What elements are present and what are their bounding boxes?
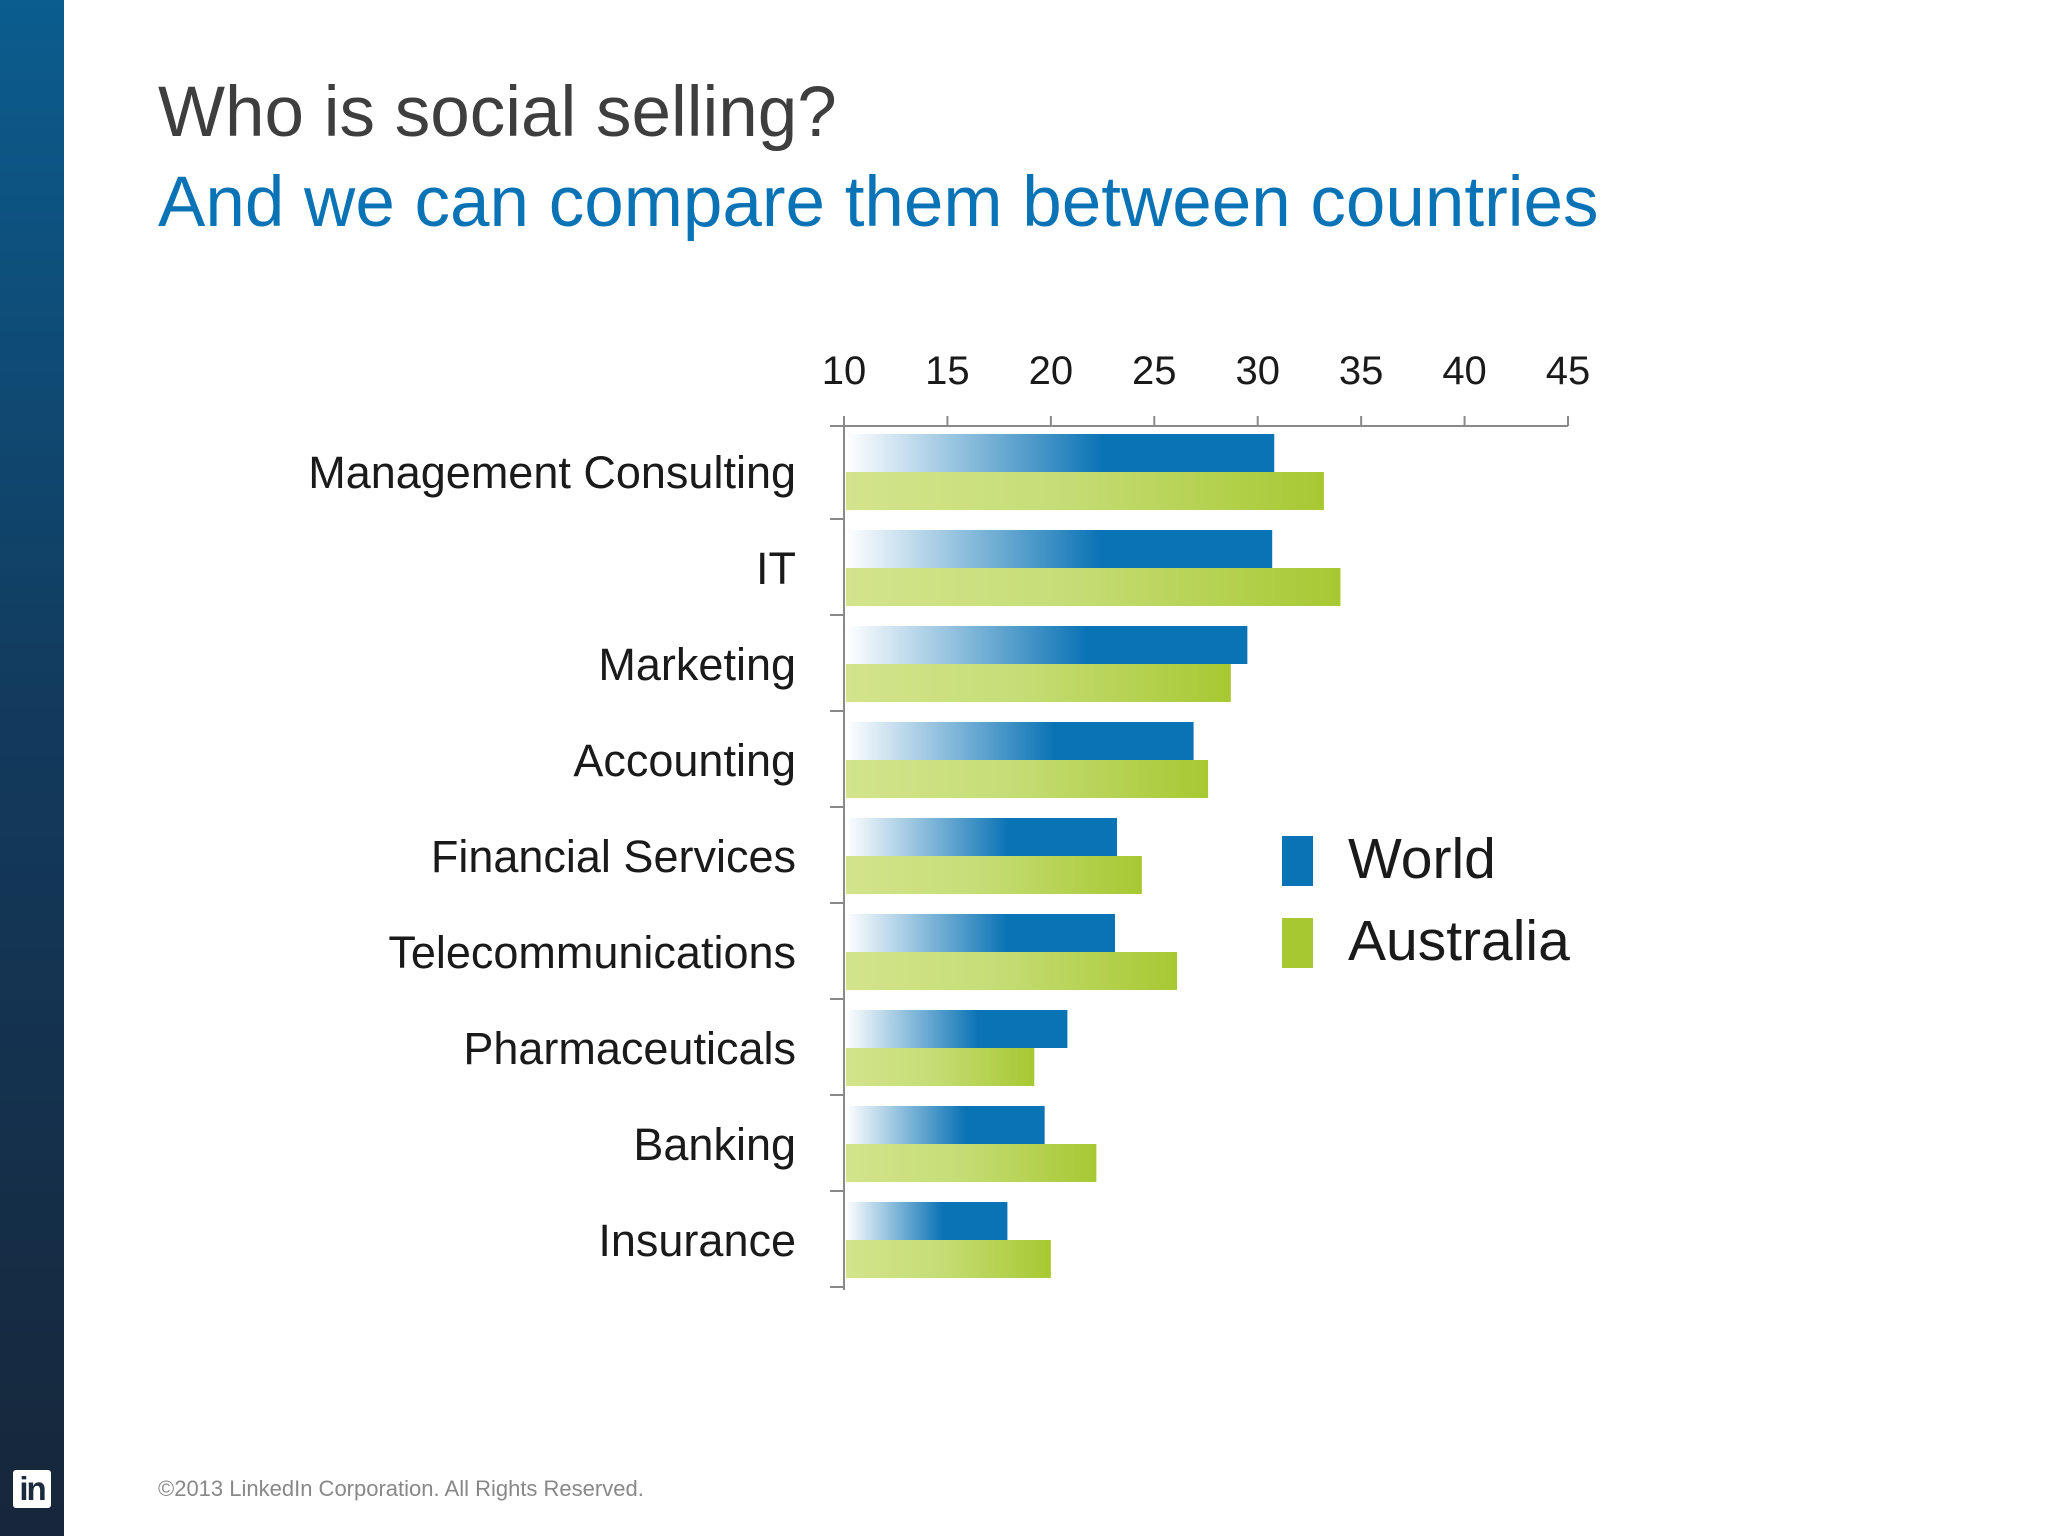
category-label: IT [756, 543, 796, 594]
slide-title: Who is social selling? [158, 73, 837, 152]
x-tick-label: 35 [1339, 349, 1384, 393]
bar-world-pharmaceuticals [846, 1010, 1068, 1048]
x-tick-label: 30 [1235, 349, 1280, 393]
side-accent-bar: in [0, 0, 64, 1536]
bar-australia-it [846, 568, 1341, 606]
legend-swatch-australia [1282, 918, 1313, 968]
legend-label-world: World [1348, 827, 1496, 891]
x-tick-label: 15 [925, 349, 970, 393]
bar-australia-financial-services [846, 856, 1142, 894]
bar-world-marketing [846, 626, 1248, 664]
category-label: Banking [633, 1119, 796, 1170]
bar-world-accounting [846, 722, 1194, 760]
x-tick-label: 45 [1546, 349, 1591, 393]
category-label: Financial Services [431, 831, 796, 882]
bar-world-it [846, 530, 1273, 568]
x-tick-label: 10 [822, 349, 867, 393]
bar-australia-pharmaceuticals [846, 1048, 1035, 1086]
bar-australia-management-consulting [846, 472, 1324, 510]
x-axis: 10 15 20 25 30 35 40 45 [822, 349, 1591, 1290]
category-label: Telecommunications [388, 927, 796, 978]
category-label: Management Consulting [308, 447, 796, 498]
category-label: Pharmaceuticals [463, 1023, 796, 1074]
bar-world-insurance [846, 1202, 1008, 1240]
category-label: Accounting [573, 735, 796, 786]
linkedin-logo: in [13, 1470, 51, 1508]
bar-world-banking [846, 1106, 1045, 1144]
category-label: Insurance [598, 1215, 796, 1266]
legend-swatch-world [1282, 836, 1313, 886]
x-tick-label: 20 [1029, 349, 1074, 393]
category-label: Marketing [598, 639, 796, 690]
bars [846, 434, 1341, 1278]
bar-world-telecommunications [846, 914, 1115, 952]
legend-label-australia: Australia [1348, 909, 1570, 973]
bar-australia-accounting [846, 760, 1209, 798]
bar-world-financial-services [846, 818, 1118, 856]
category-labels: Management Consulting IT Marketing Accounti… [308, 447, 796, 1266]
x-tick-label: 25 [1132, 349, 1177, 393]
bar-australia-telecommunications [846, 952, 1178, 990]
copyright-footer: ©2013 LinkedIn Corporation. All Rights R… [158, 1476, 644, 1501]
bar-australia-marketing [846, 664, 1231, 702]
bar-australia-insurance [846, 1240, 1051, 1278]
slide-subtitle: And we can compare them between countrie… [158, 163, 1599, 242]
bar-australia-banking [846, 1144, 1097, 1182]
x-tick-label: 40 [1442, 349, 1487, 393]
bar-world-management-consulting [846, 434, 1275, 472]
